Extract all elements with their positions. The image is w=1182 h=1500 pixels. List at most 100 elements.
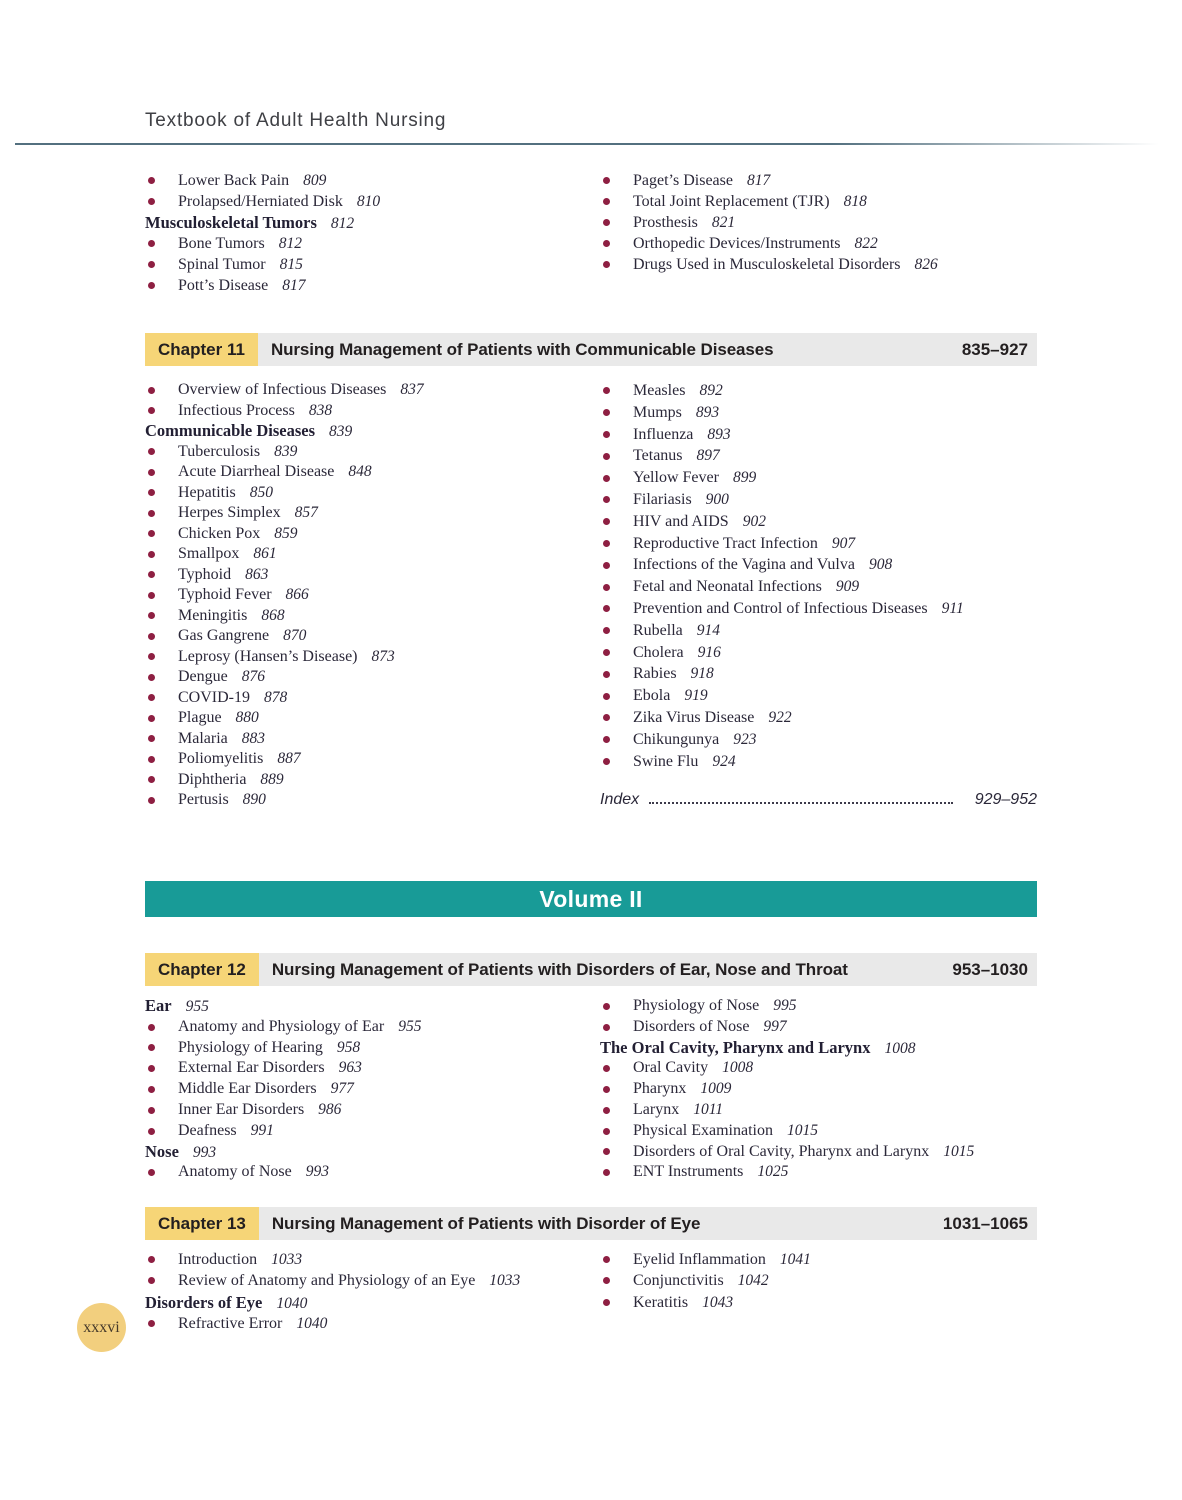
toc-entry: Introduction 1033 [145,1249,600,1270]
bullet-icon [603,648,610,656]
page-number: 955 [185,998,209,1015]
toc-entry: Malaria 883 [145,729,600,750]
page-number: 817 [746,172,771,189]
chapter-11-contents: Overview of Infectious Diseases 837 Infect… [145,380,1037,811]
toc-entry: Conjunctivitis 1042 [600,1270,1037,1291]
bullet-icon [148,612,155,620]
toc-entry: Physiology of Hearing 958 [145,1038,600,1059]
bullet-icon [603,219,610,226]
toc-entry: Review of Anatomy and Physiology of an E… [145,1270,600,1291]
page-number: 822 [854,235,878,252]
page-number: 863 [245,565,269,583]
bullet-icon [148,591,155,599]
bullet-icon [603,539,610,547]
page-number: 993 [305,1163,330,1181]
bullet-icon [603,387,610,395]
toc-entry: Influenza 893 [600,424,1037,446]
toc-entry: Anatomy of Nose 993 [145,1162,600,1183]
toc-entry-label: Acute Diarrheal Disease [178,463,335,480]
page-number: 909 [835,578,860,596]
toc-entry-label: Fetal and Neonatal Infections [633,578,822,596]
page-number: 810 [356,193,381,210]
page-number: 861 [253,545,277,562]
book-title: Textbook of Adult Health Nursing [145,110,447,131]
toc-entry-label: Prevention and Control of Infectious Dis… [633,599,928,617]
page-number: 815 [279,256,303,273]
page-number: 918 [690,665,714,683]
toc-entry: COVID-19 878 [145,688,600,709]
bullet-icon [148,776,155,784]
toc-entry: Hepatitis 850 [145,483,600,504]
toc-section-heading: Musculoskeletal Tumors 812 [145,212,600,233]
page-number: 899 [732,469,757,487]
page-number: 955 [398,1017,422,1035]
toc-entry: Ebola 919 [600,685,1037,707]
bullet-icon [603,452,610,460]
toc-entry-label: Pertusis [178,791,229,808]
bullet-icon [603,1106,610,1114]
toc-entry: Leprosy (Hansen’s Disease) 873 [145,647,600,668]
toc-entry: Spinal Tumor 815 [145,254,600,275]
toc-entry-label: Inner Ear Disorders [178,1100,305,1118]
bullet-icon [148,1256,155,1264]
page-number: 848 [348,463,372,480]
bullet-icon [603,670,610,678]
toc-entry: Tetanus 897 [600,445,1037,467]
page-number: 1008 [884,1039,916,1057]
toc-entry-label: Bone Tumors [178,235,265,252]
toc-entry: Swine Flu 924 [600,751,1037,773]
toc-entry-label: Malaria [178,729,228,747]
toc-entry: Smallpox 861 [145,544,600,565]
bullet-icon [603,627,610,635]
toc-entry-label: Tuberculosis [178,442,261,460]
toc-entry-label: Rabies [633,665,677,683]
toc-entry-label: Disorders of Oral Cavity, Pharynx and La… [633,1142,930,1160]
toc-section-heading: Communicable Diseases 839 [145,421,600,442]
bullet-icon [148,571,155,579]
chapter-13-page-range: 1031–1065 [942,1213,1028,1233]
toc-entry: Physiology of Nose 995 [600,996,1037,1017]
page-number: 902 [742,512,766,530]
volume-2-banner: Volume II [145,881,1037,917]
bullet-icon [148,1044,155,1052]
chapter-12-contents: Ear 955 Anatomy and Physiology of Ear 955 Ph… [145,996,1037,1183]
chapter-11-title: Nursing Management of Patients with Comm… [270,339,774,359]
bullet-icon [148,735,155,743]
toc-entry-label: Hepatitis [178,483,236,501]
chapter-13-title: Nursing Management of Patients with Diso… [271,1213,701,1233]
toc-entry-label: Total Joint Replacement (TJR) [633,193,830,210]
page-number: 993 [192,1143,217,1161]
chapter-12-page-range: 953–1030 [952,959,1028,979]
toc-entry: Orthopedic Devices/Instruments 822 [600,233,1037,254]
header-rule [15,143,1182,145]
bullet-icon [603,1023,610,1031]
index-label: Index [600,791,640,809]
bullet-icon [148,177,155,184]
toc-column-right: Physiology of Nose 995 Disorders of Nose 99… [600,996,1037,1183]
top-continuation-section: Lower Back Pain 809 Prolapsed/Herniated Di… [145,170,1037,296]
toc-column-left: Lower Back Pain 809 Prolapsed/Herniated Di… [145,170,600,296]
page-number: 893 [695,403,720,421]
bullet-icon [148,386,155,394]
page-number: 922 [768,708,792,726]
section-heading-label: Communicable Diseases [145,421,316,440]
page-number: 890 [242,791,266,808]
bullet-icon [148,509,155,517]
page-number: 914 [696,621,721,639]
bullet-icon [148,755,155,763]
toc-entry: Fetal and Neonatal Infections 909 [600,576,1037,598]
toc-entry-label: Reproductive Tract Infection [633,534,818,552]
page-number: 897 [696,447,720,465]
toc-entry-label: Larynx [633,1100,680,1118]
page-number: 1040 [276,1294,308,1312]
page-number: 880 [235,709,259,726]
toc-entry: Dengue 876 [145,667,600,688]
toc-entry-label: Lower Back Pain [178,172,290,189]
bullet-icon [603,198,610,205]
page-number: 1015 [786,1121,818,1139]
toc-entry-label: Deafness [178,1121,237,1139]
bullet-icon [148,240,155,247]
page-number: 878 [264,688,288,706]
chapter-11-bar: Chapter 11 Nursing Management of Patient… [145,333,1037,366]
toc-entry-label: Introduction [178,1251,258,1268]
